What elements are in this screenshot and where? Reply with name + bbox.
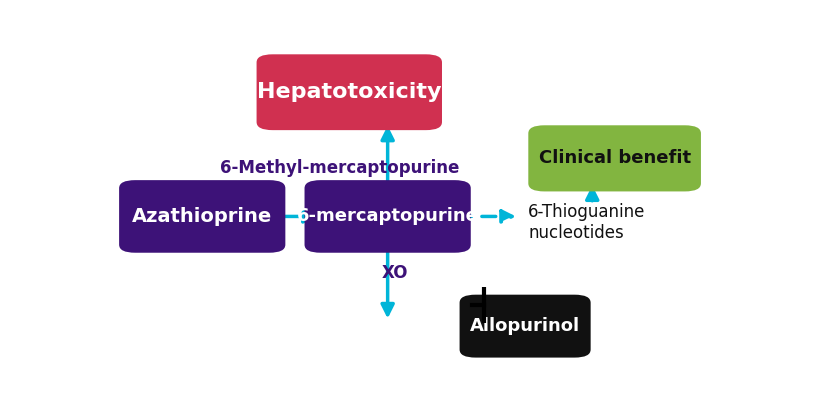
FancyBboxPatch shape	[119, 180, 285, 253]
FancyBboxPatch shape	[528, 125, 701, 191]
Text: Azathioprine: Azathioprine	[132, 207, 272, 226]
Text: Clinical benefit: Clinical benefit	[539, 149, 691, 167]
Text: Allopurinol: Allopurinol	[470, 317, 580, 335]
Text: 6-Thioguanine
nucleotides: 6-Thioguanine nucleotides	[528, 204, 646, 242]
Text: XO: XO	[381, 264, 408, 282]
Text: Hepatotoxicity: Hepatotoxicity	[257, 82, 441, 102]
Text: 6-Methyl-mercaptopurine: 6-Methyl-mercaptopurine	[220, 159, 460, 177]
Text: 6-mercaptopurine: 6-mercaptopurine	[297, 207, 478, 225]
Text: TPMT: TPMT	[407, 188, 458, 206]
FancyBboxPatch shape	[460, 295, 591, 357]
FancyBboxPatch shape	[304, 180, 471, 253]
FancyBboxPatch shape	[257, 54, 442, 130]
